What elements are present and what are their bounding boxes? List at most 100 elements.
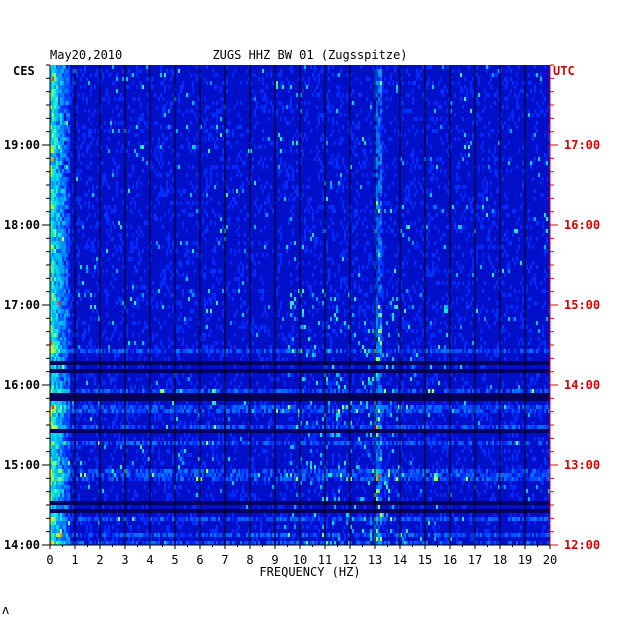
- heatmap-cell: [372, 381, 374, 385]
- heatmap-cell: [218, 349, 220, 353]
- heatmap-cell: [66, 245, 68, 249]
- heatmap-cell: [56, 293, 58, 297]
- heatmap-cell: [170, 285, 172, 289]
- heatmap-cell: [190, 293, 192, 297]
- heatmap-cell: [396, 341, 398, 345]
- heatmap-cell: [494, 169, 496, 173]
- heatmap-cell: [408, 237, 410, 241]
- heatmap-cell: [226, 225, 228, 229]
- heatmap-cell: [214, 293, 216, 297]
- heatmap-cell: [206, 317, 208, 321]
- heatmap-cell: [504, 97, 506, 101]
- heatmap-cell: [482, 205, 484, 209]
- heatmap-cell: [264, 329, 266, 333]
- heatmap-cell: [418, 293, 420, 297]
- heatmap-cell: [116, 169, 118, 173]
- heatmap-cell: [60, 385, 62, 389]
- heatmap-cell: [440, 321, 442, 325]
- heatmap-cell: [78, 273, 80, 277]
- heatmap-cell: [466, 93, 468, 97]
- heatmap-cell: [254, 261, 256, 265]
- heatmap-cell: [90, 133, 92, 137]
- heatmap-cell: [320, 161, 322, 165]
- heatmap-cell: [548, 153, 550, 157]
- heatmap-cell: [438, 157, 440, 161]
- heatmap-cell: [390, 305, 392, 309]
- heatmap-cell: [184, 241, 186, 245]
- heatmap-cell: [332, 237, 334, 241]
- heatmap-cell: [460, 365, 462, 369]
- heatmap-cell: [402, 261, 404, 265]
- heatmap-cell: [138, 333, 140, 337]
- heatmap-cell: [330, 257, 332, 261]
- heatmap-cell: [420, 357, 422, 361]
- heatmap-cell: [50, 125, 52, 129]
- heatmap-cell: [52, 309, 54, 313]
- heatmap-cell: [68, 149, 70, 153]
- heatmap-cell: [378, 141, 380, 145]
- heatmap-cell: [382, 165, 384, 169]
- heatmap-cell: [142, 349, 144, 353]
- heatmap-cell: [206, 129, 208, 133]
- heatmap-cell: [470, 253, 472, 257]
- heatmap-cell: [58, 109, 60, 113]
- heatmap-cell: [460, 193, 462, 197]
- heatmap-cell: [268, 109, 270, 113]
- heatmap-cell: [54, 85, 56, 89]
- heatmap-cell: [60, 129, 62, 133]
- heatmap-cell: [178, 317, 180, 321]
- heatmap-cell: [194, 145, 196, 149]
- heatmap-cell: [344, 325, 346, 329]
- heatmap-cell: [178, 357, 180, 361]
- heatmap-cell: [56, 149, 58, 153]
- heatmap-cell: [414, 349, 416, 353]
- heatmap-cell: [472, 93, 474, 97]
- heatmap-cell: [508, 269, 510, 273]
- heatmap-cell: [56, 285, 58, 289]
- heatmap-cell: [434, 109, 436, 113]
- heatmap-cell: [268, 373, 270, 377]
- heatmap-cell: [448, 145, 450, 149]
- heatmap-cell: [108, 217, 110, 221]
- heatmap-cell: [62, 337, 64, 341]
- heatmap-cell: [482, 197, 484, 201]
- heatmap-cell: [104, 205, 106, 209]
- heatmap-cell: [508, 261, 510, 265]
- heatmap-cell: [192, 89, 194, 93]
- heatmap-cell: [52, 313, 54, 317]
- heatmap-cell: [108, 137, 110, 141]
- heatmap-cell: [170, 249, 172, 253]
- heatmap-cell: [52, 89, 54, 93]
- heatmap-cell: [400, 353, 402, 357]
- heatmap-cell: [130, 117, 132, 121]
- heatmap-cell: [338, 141, 340, 145]
- heatmap-cell: [336, 381, 338, 385]
- heatmap-cell: [122, 365, 124, 369]
- heatmap-cell: [110, 389, 112, 393]
- heatmap-cell: [496, 257, 498, 261]
- heatmap-cell: [210, 133, 212, 137]
- heatmap-cell: [96, 281, 98, 285]
- heatmap-cell: [92, 185, 94, 189]
- heatmap-cell: [400, 389, 402, 393]
- heatmap-cell: [420, 229, 422, 233]
- heatmap-cell: [384, 373, 386, 377]
- heatmap-cell: [248, 213, 250, 217]
- heatmap-cell: [476, 65, 478, 69]
- heatmap-cell: [66, 309, 68, 313]
- heatmap-cell: [152, 349, 154, 353]
- heatmap-cell: [404, 365, 406, 369]
- heatmap-cell: [456, 357, 458, 361]
- heatmap-cell: [132, 73, 134, 77]
- heatmap-cell: [308, 325, 310, 329]
- heatmap-cell: [50, 217, 52, 221]
- heatmap-cell: [160, 185, 162, 189]
- heatmap-cell: [376, 141, 378, 145]
- heatmap-cell: [292, 229, 294, 233]
- heatmap-cell: [222, 313, 224, 317]
- heatmap-cell: [516, 221, 518, 225]
- heatmap-cell: [242, 389, 244, 393]
- heatmap-cell: [94, 129, 96, 133]
- heatmap-cell: [400, 133, 402, 137]
- heatmap-cell: [310, 237, 312, 241]
